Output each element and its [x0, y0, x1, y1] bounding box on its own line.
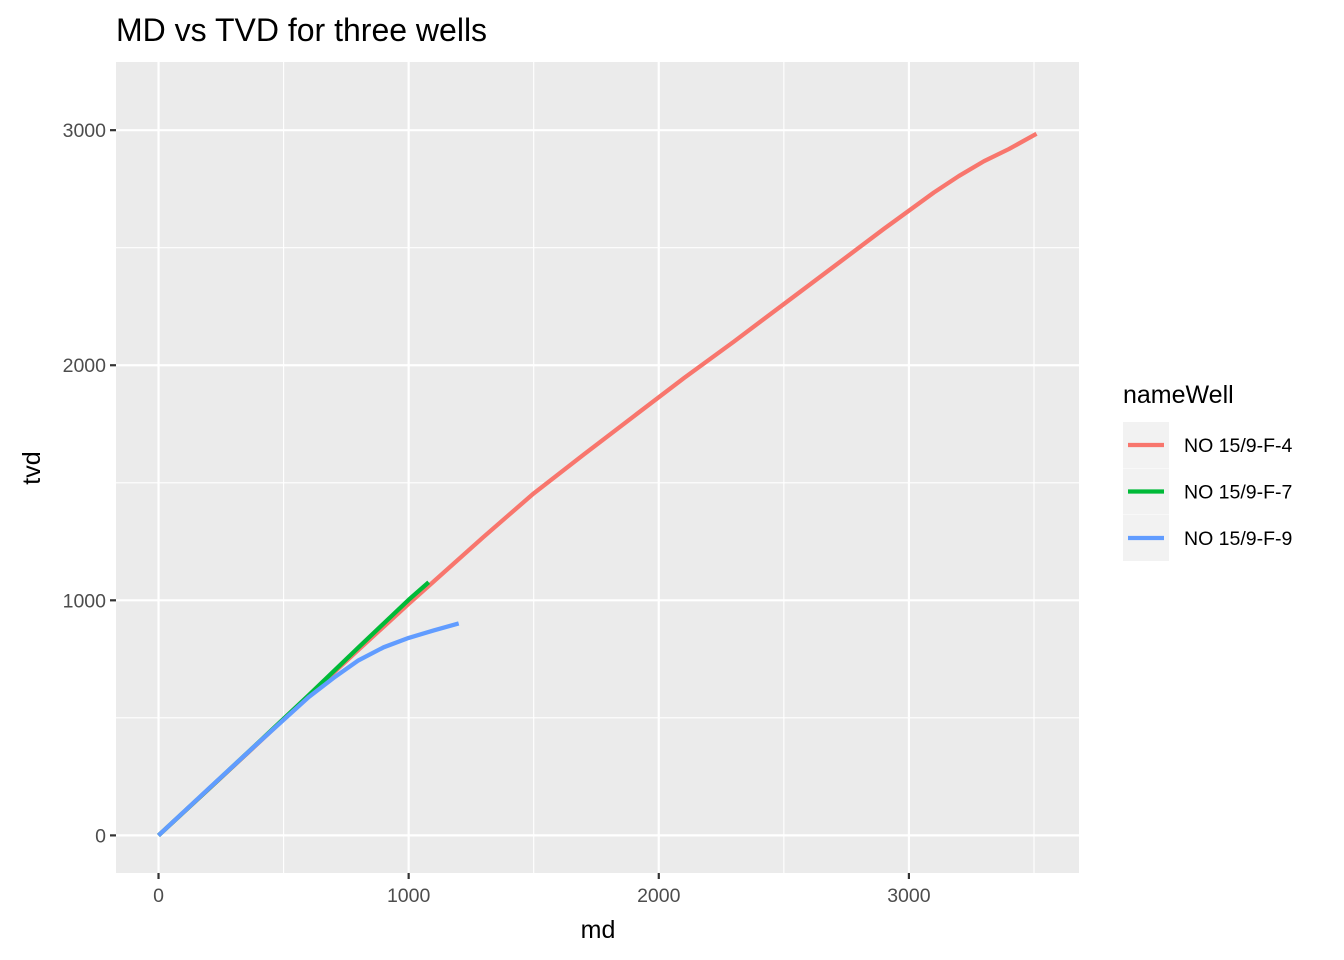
series-line-3 [157, 621, 460, 837]
y-axis: 0 1000 2000 3000 [63, 120, 116, 847]
y-tick-label: 0 [95, 825, 106, 847]
y-tick-label: 2000 [63, 355, 107, 377]
y-tick-label: 1000 [63, 590, 107, 612]
y-axis-title: tvd [18, 451, 46, 484]
x-tick-label: 3000 [887, 885, 931, 907]
x-tick-label: 2000 [637, 885, 681, 907]
legend: nameWell NO 15/9-F-4 NO 15/9-F-7 NO 15/9-F… [1123, 381, 1293, 561]
chart-title: MD vs TVD for three wells [116, 12, 487, 48]
x-axis: 0 1000 2000 3000 [153, 873, 931, 907]
minor-gridlines [116, 62, 1079, 873]
plot-panel [116, 62, 1079, 873]
series-lines [157, 131, 1038, 837]
legend-label: NO 15/9-F-4 [1184, 435, 1293, 457]
major-gridlines [116, 62, 1079, 873]
x-tick-label: 1000 [387, 885, 431, 907]
x-axis-title: md [581, 916, 616, 944]
y-tick-label: 3000 [63, 120, 107, 142]
legend-title: nameWell [1123, 381, 1234, 409]
legend-label: NO 15/9-F-7 [1184, 482, 1292, 504]
legend-label: NO 15/9-F-9 [1184, 528, 1292, 550]
x-tick-label: 0 [153, 885, 164, 907]
